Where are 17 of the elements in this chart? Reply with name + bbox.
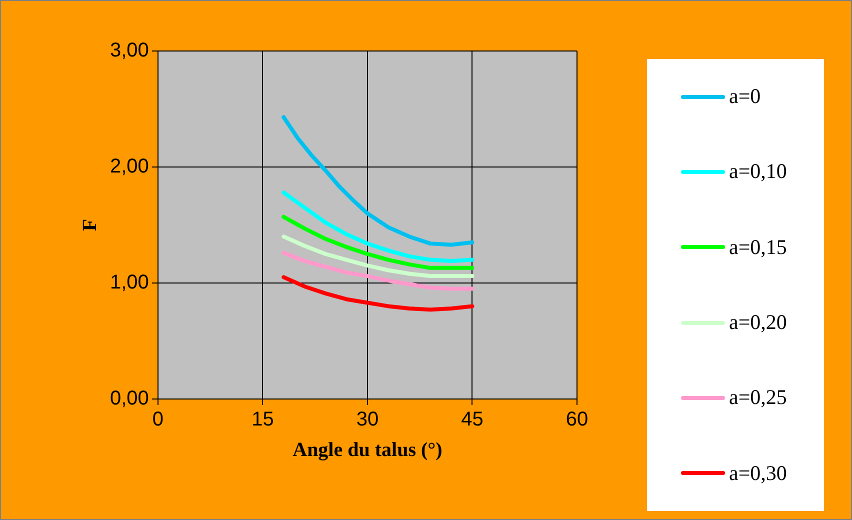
legend-label: a=0,25 (729, 385, 787, 410)
y-tick-label: 2,00 (110, 156, 149, 178)
x-axis-title: Angle du talus (°) (292, 439, 442, 462)
x-tick-label: 0 (152, 408, 164, 431)
legend-label: a=0,15 (729, 234, 787, 260)
y-axis-title: F (79, 218, 102, 232)
x-tick-label: 30 (356, 408, 379, 431)
y-tick-label: 3,00 (110, 40, 149, 62)
x-tick-label: 60 (566, 408, 588, 431)
x-tick-label: 45 (461, 408, 484, 431)
legend-label: a=0,30 (729, 460, 787, 486)
y-tick-label: 0,00 (110, 388, 149, 410)
legend-label: a=0,20 (729, 310, 787, 336)
x-tick-label: 15 (252, 408, 274, 431)
legend-label: a=0 (729, 84, 761, 110)
y-tick-label: 1,00 (110, 272, 149, 294)
legend-label: a=0,10 (729, 159, 787, 184)
